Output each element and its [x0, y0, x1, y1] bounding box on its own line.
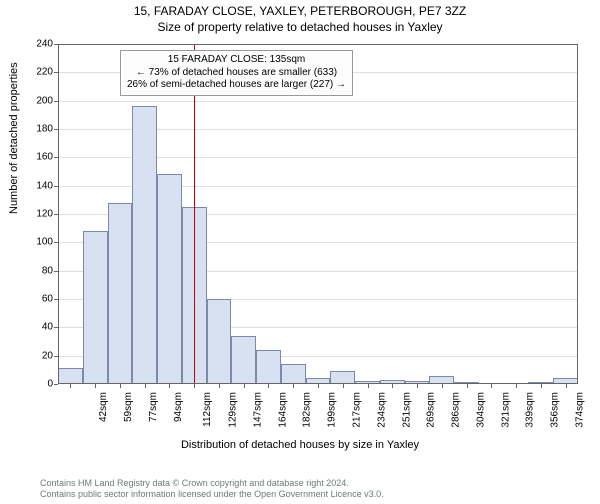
x-tick-label: 339sqm	[525, 392, 536, 428]
y-tick-label: 160	[23, 152, 53, 163]
y-tick-mark	[54, 384, 58, 385]
x-tick-mark	[145, 384, 146, 388]
x-tick-mark	[467, 384, 468, 388]
x-tick-mark	[219, 384, 220, 388]
y-tick-mark	[54, 72, 58, 73]
y-tick-mark	[54, 101, 58, 102]
y-tick-mark	[54, 44, 58, 45]
x-tick-label: 59sqm	[123, 392, 134, 422]
y-tick-label: 240	[23, 39, 53, 50]
x-tick-mark	[268, 384, 269, 388]
x-tick-mark	[442, 384, 443, 388]
y-tick-label: 100	[23, 237, 53, 248]
y-tick-mark	[54, 327, 58, 328]
x-tick-label: 147sqm	[253, 392, 264, 428]
y-tick-mark	[54, 242, 58, 243]
x-tick-mark	[516, 384, 517, 388]
x-tick-mark	[417, 384, 418, 388]
footer-attribution: Contains HM Land Registry data © Crown c…	[40, 478, 592, 501]
x-tick-label: 129sqm	[228, 392, 239, 428]
x-tick-label: 77sqm	[148, 392, 159, 422]
y-tick-label: 80	[23, 265, 53, 276]
x-tick-mark	[491, 384, 492, 388]
y-tick-label: 120	[23, 209, 53, 220]
y-tick-mark	[54, 186, 58, 187]
x-tick-label: 94sqm	[173, 392, 184, 422]
x-tick-mark	[70, 384, 71, 388]
y-tick-mark	[54, 214, 58, 215]
x-axis-title: Distribution of detached houses by size …	[0, 439, 600, 451]
x-tick-label: 112sqm	[202, 392, 213, 427]
y-tick-label: 0	[23, 379, 53, 390]
x-tick-label: 356sqm	[550, 392, 561, 428]
y-tick-mark	[54, 157, 58, 158]
x-tick-mark	[293, 384, 294, 388]
footer-line-2: Contains public sector information licen…	[40, 489, 592, 500]
y-tick-label: 140	[23, 180, 53, 191]
x-tick-mark	[169, 384, 170, 388]
x-tick-label: 304sqm	[475, 392, 486, 428]
plot-border	[58, 44, 578, 384]
x-tick-label: 42sqm	[98, 392, 109, 422]
x-tick-label: 251sqm	[401, 392, 412, 428]
x-tick-mark	[566, 384, 567, 388]
x-tick-label: 199sqm	[327, 392, 338, 428]
y-axis-title: Number of detached properties	[8, 62, 20, 214]
x-tick-label: 182sqm	[302, 392, 313, 428]
y-tick-label: 40	[23, 322, 53, 333]
y-tick-label: 20	[23, 350, 53, 361]
x-tick-mark	[368, 384, 369, 388]
x-tick-mark	[244, 384, 245, 388]
y-tick-label: 200	[23, 95, 53, 106]
x-tick-label: 321sqm	[500, 392, 511, 428]
y-tick-label: 220	[23, 67, 53, 78]
x-tick-mark	[120, 384, 121, 388]
y-tick-label: 180	[23, 124, 53, 135]
y-tick-mark	[54, 356, 58, 357]
chart-title-main: 15, FARADAY CLOSE, YAXLEY, PETERBOROUGH,…	[0, 4, 600, 18]
x-tick-label: 269sqm	[426, 392, 437, 428]
x-tick-mark	[95, 384, 96, 388]
x-tick-label: 164sqm	[277, 392, 288, 428]
chart-plot-area: 15 FARADAY CLOSE: 135sqm ← 73% of detach…	[58, 44, 578, 384]
x-tick-label: 217sqm	[352, 392, 363, 428]
y-tick-mark	[54, 299, 58, 300]
y-tick-mark	[54, 271, 58, 272]
x-tick-mark	[318, 384, 319, 388]
y-tick-label: 60	[23, 294, 53, 305]
x-tick-mark	[343, 384, 344, 388]
y-tick-mark	[54, 129, 58, 130]
footer-line-1: Contains HM Land Registry data © Crown c…	[40, 478, 592, 489]
x-tick-mark	[194, 384, 195, 388]
x-tick-label: 234sqm	[376, 392, 387, 428]
x-tick-mark	[392, 384, 393, 388]
x-tick-mark	[541, 384, 542, 388]
chart-title-sub: Size of property relative to detached ho…	[0, 20, 600, 34]
x-tick-label: 374sqm	[574, 392, 585, 428]
x-tick-label: 286sqm	[451, 392, 462, 428]
